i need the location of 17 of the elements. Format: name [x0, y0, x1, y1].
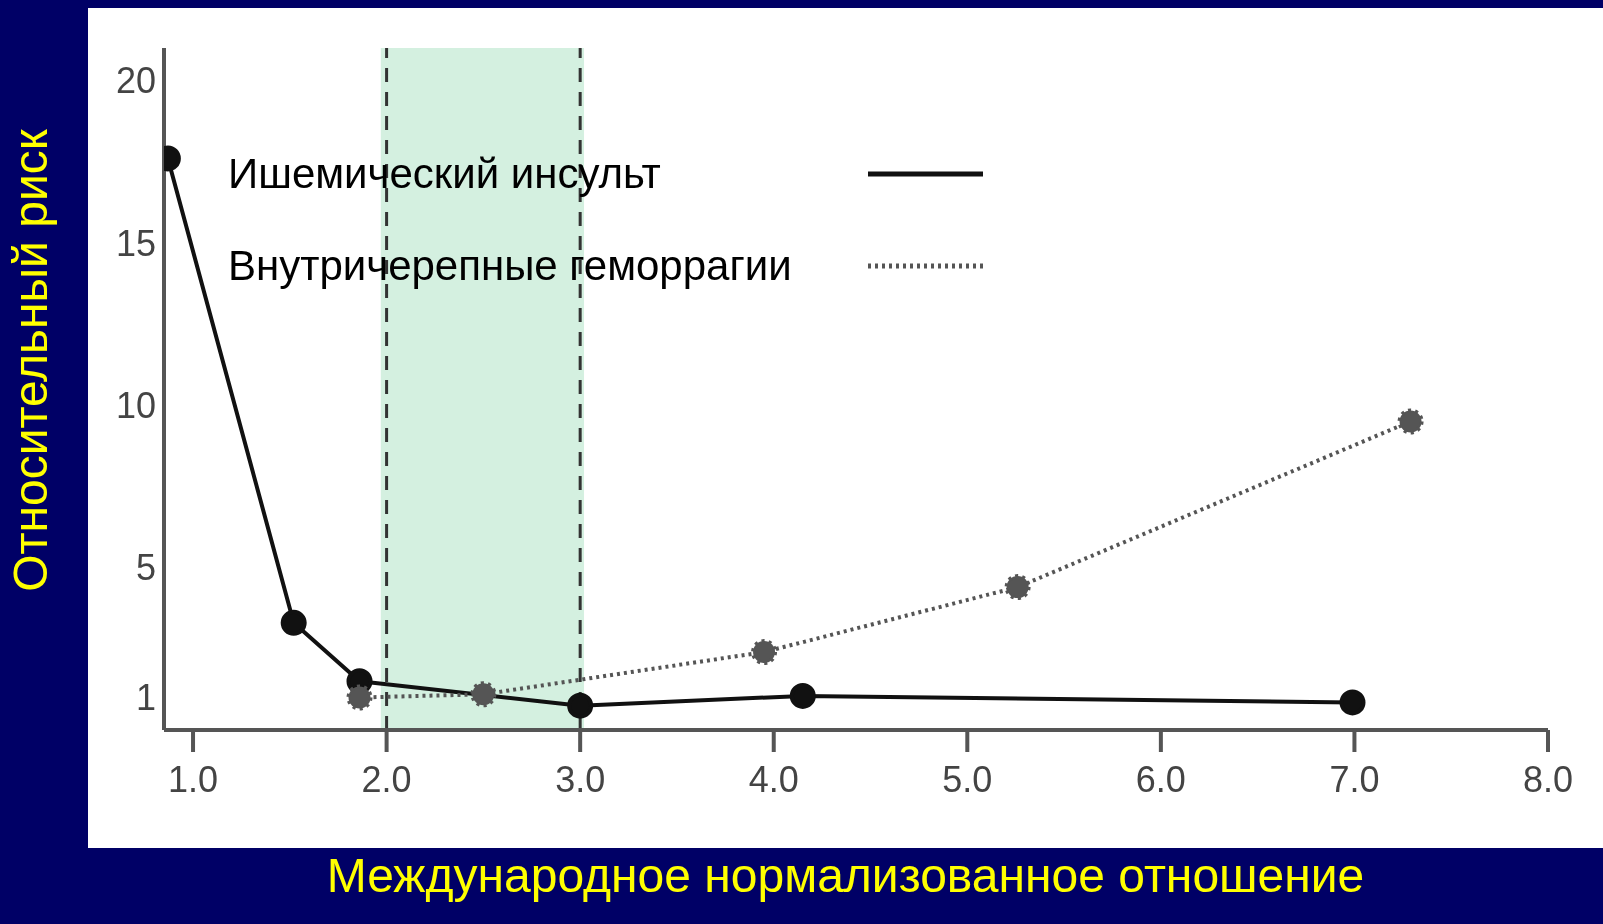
y-tick-label: 1 — [135, 677, 156, 719]
y-tick-label: 20 — [115, 60, 156, 102]
x-tick-label: 7.0 — [1329, 758, 1380, 800]
x-tick-label: 8.0 — [1522, 758, 1574, 800]
y-tick-label: 5 — [135, 547, 156, 589]
x-tick-label: 2.0 — [361, 758, 412, 800]
series-label: Ишемический инсульт — [228, 150, 662, 198]
x-tick-label: 5.0 — [942, 758, 993, 800]
x-tick-label: 6.0 — [1135, 758, 1186, 800]
y-tick-label: 15 — [115, 222, 156, 264]
x-tick-label: 1.0 — [168, 758, 219, 800]
y-axis-title: Относительный риск — [2, 128, 58, 592]
x-axis-title: Международное нормализованное отношение — [325, 848, 1366, 903]
legend-label: Внутричерепные геморрагии — [228, 242, 793, 290]
x-tick-label: 4.0 — [748, 758, 799, 800]
y-tick-label: 10 — [115, 385, 156, 427]
x-tick-label: 3.0 — [555, 758, 606, 800]
